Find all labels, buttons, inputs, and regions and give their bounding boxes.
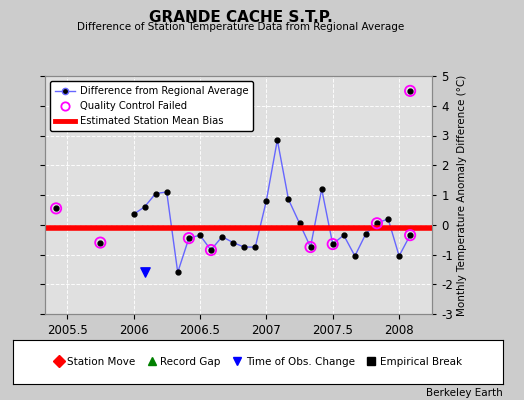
Quality Control Failed [329,241,337,247]
Difference from Regional Average [297,221,303,226]
Difference from Regional Average [263,198,269,203]
Quality Control Failed [96,239,104,246]
Difference from Regional Average [352,254,358,258]
Difference from Regional Average [385,216,391,221]
Legend: Station Move, Record Gap, Time of Obs. Change, Empirical Break: Station Move, Record Gap, Time of Obs. C… [50,353,466,371]
Quality Control Failed [373,220,381,226]
Legend: Difference from Regional Average, Quality Control Failed, Estimated Station Mean: Difference from Regional Average, Qualit… [50,81,253,131]
Point [406,88,414,94]
Text: Berkeley Earth: Berkeley Earth [427,388,503,398]
Y-axis label: Monthly Temperature Anomaly Difference (°C): Monthly Temperature Anomaly Difference (… [457,74,467,316]
Quality Control Failed [307,244,315,250]
Difference from Regional Average [308,245,314,250]
Line: Difference from Regional Average: Difference from Regional Average [131,138,412,275]
Difference from Regional Average [330,242,336,246]
Quality Control Failed [406,232,414,238]
Difference from Regional Average [341,233,347,238]
Quality Control Failed [184,235,193,241]
Difference from Regional Average [141,204,148,209]
Difference from Regional Average [396,254,402,258]
Difference from Regional Average [286,197,292,202]
Difference from Regional Average [407,233,413,238]
Difference from Regional Average [197,233,203,238]
Difference from Regional Average [174,270,181,275]
Difference from Regional Average [230,240,236,245]
Difference from Regional Average [252,245,258,250]
Difference from Regional Average [130,212,137,217]
Difference from Regional Average [363,231,369,236]
Difference from Regional Average [208,248,214,252]
Quality Control Failed [52,205,60,212]
Difference from Regional Average [219,234,225,239]
Difference from Regional Average [274,138,280,142]
Difference from Regional Average [241,245,247,250]
Difference from Regional Average [152,191,159,196]
Text: Difference of Station Temperature Data from Regional Average: Difference of Station Temperature Data f… [78,22,405,32]
Difference from Regional Average [185,236,192,240]
Text: GRANDE CACHE S.T.P.: GRANDE CACHE S.T.P. [149,10,333,25]
Point [140,269,149,276]
Difference from Regional Average [163,190,170,194]
Difference from Regional Average [319,187,325,192]
Quality Control Failed [207,247,215,253]
Difference from Regional Average [374,221,380,226]
